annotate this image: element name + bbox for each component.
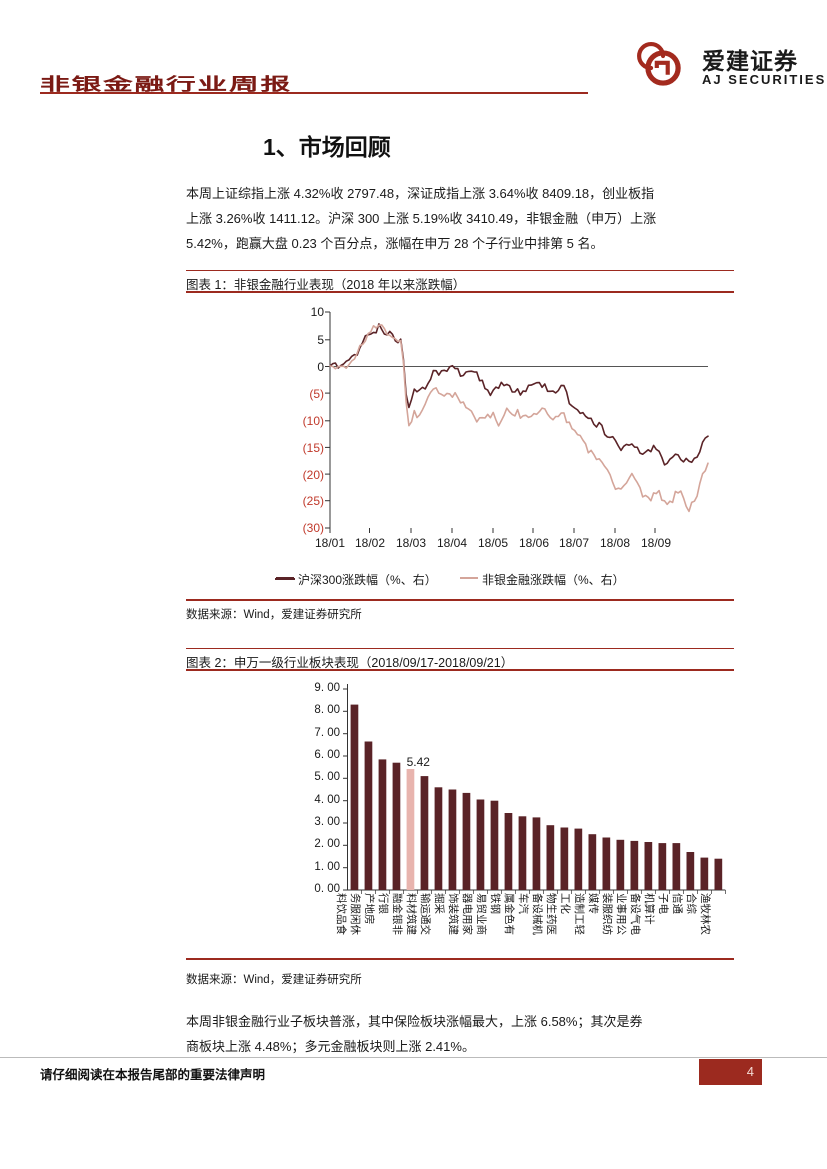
svg-text:5.42: 5.42 bbox=[407, 755, 431, 769]
